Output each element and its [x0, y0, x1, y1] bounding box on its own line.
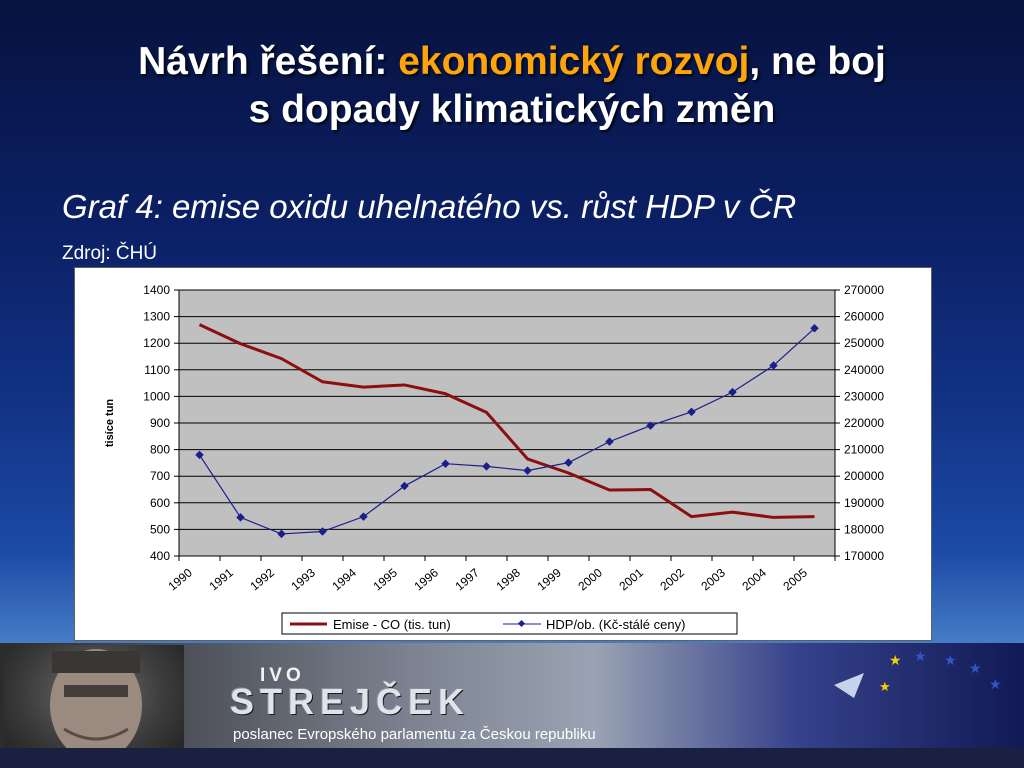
svg-text:★: ★: [989, 677, 1002, 693]
slide-title: Návrh řešení: ekonomický rozvoj, ne boj …: [0, 38, 1024, 134]
x-tick-label: 1997: [452, 565, 482, 593]
svg-text:★: ★: [889, 653, 902, 669]
x-tick-label: 2001: [616, 565, 646, 593]
chart-legend: Emise - CO (tis. tun) HDP/ob. (Kč-stálé …: [281, 612, 738, 635]
y-tick-label: 1300: [143, 310, 170, 324]
x-tick-label: 1999: [534, 565, 564, 593]
gridlines: [179, 289, 835, 530]
y-axis-label: tisíce tun: [104, 399, 116, 448]
data-point-hdp: [441, 459, 450, 468]
svg-text:★: ★: [914, 649, 927, 665]
svg-text:★: ★: [944, 653, 957, 669]
banner-last-name: STREJČEK: [230, 681, 471, 722]
y-tick-label: 900: [150, 416, 170, 430]
series-line-hdp: [198, 327, 815, 535]
x-tick-label: 2002: [657, 565, 687, 593]
y-tick-label: 400: [150, 549, 170, 563]
y-tick-label: 1200: [143, 336, 170, 350]
y-right-tick-label: 260000: [844, 310, 884, 324]
banner-first-name: IVO: [260, 665, 305, 686]
data-point-hdp: [646, 421, 655, 430]
y-right-tick-label: 250000: [844, 336, 884, 350]
y-tick-label: 1400: [143, 283, 170, 297]
banner-bottom-strip: [0, 748, 1024, 768]
x-tick-label: 1993: [288, 565, 318, 593]
y-right-tick-label: 210000: [844, 443, 884, 457]
chart-container: 400 500 600 700 800 900 1000 1100 1200 1300 1400 17…: [74, 267, 932, 641]
data-point-hdp: [687, 407, 696, 417]
legend-label-hdp: HDP/ob. (Kč-stálé ceny): [546, 617, 685, 632]
title-accent: ekonomický rozvoj: [398, 40, 750, 83]
y-tick-label: 1100: [144, 363, 170, 377]
y-tick-label: 1000: [143, 389, 170, 403]
y-tick-label: 800: [150, 443, 170, 457]
x-tick-label: 1990: [165, 565, 195, 593]
y-tick-label: 500: [150, 522, 170, 536]
legend-label-emise: Emise - CO (tis. tun): [333, 617, 451, 632]
x-tick-label: 2000: [575, 565, 605, 593]
y-right-tick-label: 220000: [844, 416, 884, 430]
data-point-hdp: [482, 462, 491, 471]
y-right-tick-label: 270000: [844, 283, 884, 297]
x-tick-label: 1995: [370, 565, 400, 593]
data-point-hdp: [605, 437, 614, 446]
x-tick-label: 2003: [698, 565, 728, 593]
data-point-hdp: [277, 529, 286, 539]
data-point-hdp: [359, 512, 368, 521]
x-tick-label: 1994: [329, 565, 359, 593]
eu-stars-graphic: ★ ★ ★ ★ ★ ★: [834, 649, 1002, 698]
x-tick-label: 1996: [411, 565, 441, 593]
series-line-emise: [198, 323, 815, 519]
title-part-2: , ne boj: [749, 40, 886, 83]
data-point-hdp: [564, 458, 573, 467]
legend-marker-hdp: [517, 619, 526, 628]
line-chart: 400 500 600 700 800 900 1000 1100 1200 1300 1400 17…: [104, 283, 884, 635]
y-tick-label: 600: [150, 496, 170, 510]
y-right-tick-label: 230000: [844, 389, 884, 403]
y-right-tick-label: 170000: [844, 549, 884, 563]
source-note: Zdroj: ČHÚ: [62, 243, 158, 264]
y-right-tick-label: 200000: [844, 469, 884, 483]
svg-text:★: ★: [879, 680, 891, 695]
data-point-hdp: [195, 450, 204, 460]
data-point-hdp: [400, 481, 409, 491]
title-part-1: Návrh řešení:: [138, 40, 399, 83]
x-tick-label: 1991: [206, 565, 236, 593]
x-tick-label: 2004: [739, 565, 769, 593]
series: [195, 323, 819, 539]
x-tick-label: 1998: [493, 565, 523, 593]
title-line-2: s dopady klimatických změn: [248, 88, 776, 131]
banner-role: poslanec Evropského parlamentu za Českou…: [233, 726, 596, 743]
x-tick-label: 2005: [780, 565, 810, 593]
y-tick-label: 700: [150, 469, 170, 483]
y-right-tick-label: 240000: [844, 363, 884, 377]
x-tick-label: 1992: [247, 565, 277, 593]
chart-caption: Graf 4: emise oxidu uhelnatého vs. růst …: [62, 188, 797, 225]
y-right-tick-label: 190000: [844, 496, 884, 510]
footer-banner: IVO STREJČEK poslanec Evropského parlame…: [0, 643, 1024, 768]
data-point-hdp: [318, 527, 327, 536]
y-right-tick-label: 180000: [844, 522, 884, 536]
svg-text:★: ★: [969, 661, 982, 677]
